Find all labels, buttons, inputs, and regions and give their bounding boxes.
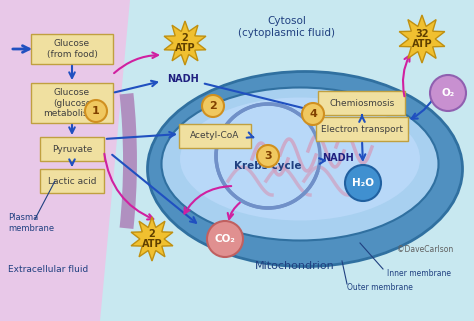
FancyBboxPatch shape [316,117,408,141]
Circle shape [85,100,107,122]
Text: 1: 1 [92,106,100,116]
Text: Glucose
(from food): Glucose (from food) [46,39,98,59]
Text: CO₂: CO₂ [215,234,236,244]
Text: 32
ATP: 32 ATP [412,29,432,49]
Ellipse shape [162,88,438,240]
Ellipse shape [147,72,463,266]
FancyBboxPatch shape [31,34,113,64]
Text: O₂: O₂ [441,88,455,98]
Text: 2: 2 [209,101,217,111]
Circle shape [345,165,381,201]
FancyBboxPatch shape [319,91,405,115]
Text: Electron transport: Electron transport [321,125,403,134]
Text: Glucose
(glucose
metabolism): Glucose (glucose metabolism) [44,88,100,118]
Ellipse shape [180,98,420,221]
Text: 2
ATP: 2 ATP [142,229,162,249]
Text: Cytosol
(cytoplasmic fluid): Cytosol (cytoplasmic fluid) [238,16,336,38]
Text: 4: 4 [309,109,317,119]
Text: Outer membrane: Outer membrane [347,283,413,292]
FancyBboxPatch shape [31,83,113,123]
Text: Krebs cycle: Krebs cycle [234,161,302,171]
Text: Inner membrane: Inner membrane [387,268,451,277]
Circle shape [207,221,243,257]
Polygon shape [164,21,206,65]
Text: Plasma
membrane: Plasma membrane [8,213,54,233]
Circle shape [302,103,324,125]
Text: Lactic acid: Lactic acid [48,177,96,186]
Circle shape [202,95,224,117]
Text: Chemiosmosis: Chemiosmosis [329,99,395,108]
Text: 2
ATP: 2 ATP [175,33,195,53]
FancyBboxPatch shape [179,124,251,148]
Text: NADH: NADH [167,74,199,84]
Text: Mitochondrion: Mitochondrion [255,261,335,271]
Text: NADH: NADH [322,153,354,163]
Text: H₂O: H₂O [352,178,374,188]
Text: Acetyl-CoA: Acetyl-CoA [191,132,240,141]
Polygon shape [399,15,445,63]
Circle shape [257,145,279,167]
Polygon shape [131,217,173,261]
Text: ©DaveCarlson: ©DaveCarlson [397,245,453,254]
Circle shape [430,75,466,111]
Polygon shape [0,0,130,321]
Text: 3: 3 [264,151,272,161]
Text: Extracellular fluid: Extracellular fluid [8,265,88,273]
Text: Pyruvate: Pyruvate [52,144,92,153]
FancyBboxPatch shape [40,137,104,161]
FancyBboxPatch shape [40,169,104,193]
